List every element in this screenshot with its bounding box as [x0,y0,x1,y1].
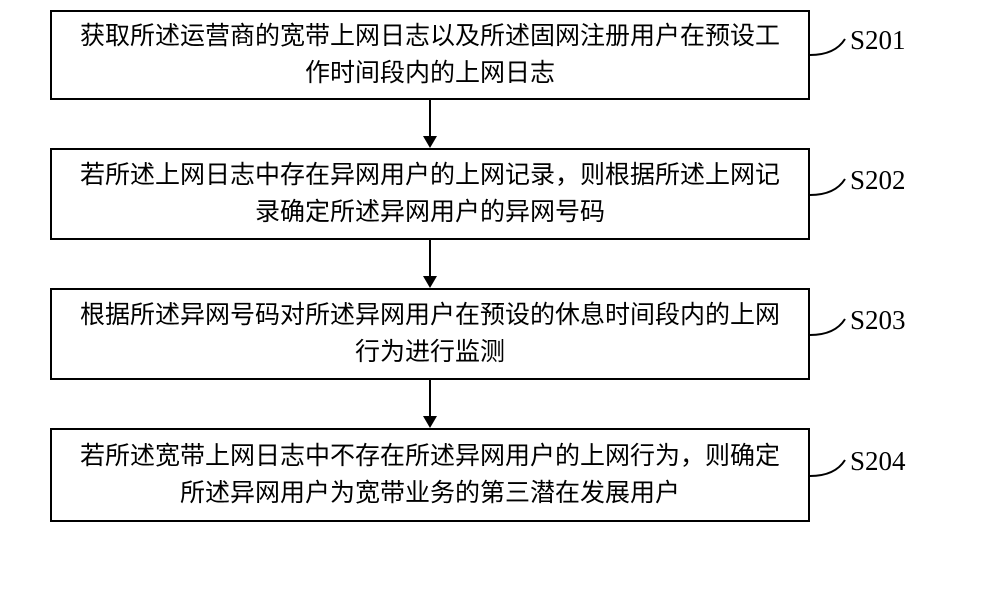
arrow-2 [50,240,810,288]
step-label-s204: S204 [850,446,906,477]
step-text-s203: 根据所述异网号码对所述异网用户在预设的休息时间段内的上网行为进行监测 [72,297,788,372]
arrow-1 [50,100,810,148]
step-box-s204: 若所述宽带上网日志中不存在所述异网用户的上网行为，则确定所述异网用户为宽带业务的… [50,428,810,522]
step-box-s203: 根据所述异网号码对所述异网用户在预设的休息时间段内的上网行为进行监测 [50,288,810,380]
step-text-s201: 获取所述运营商的宽带上网日志以及所述固网注册用户在预设工作时间段内的上网日志 [72,18,788,93]
step-text-s202: 若所述上网日志中存在异网用户的上网记录，则根据所述上网记录确定所述异网用户的异网… [72,157,788,232]
step-text-s204: 若所述宽带上网日志中不存在所述异网用户的上网行为，则确定所述异网用户为宽带业务的… [72,438,788,513]
step-label-s202: S202 [850,165,906,196]
step-box-s201: 获取所述运营商的宽带上网日志以及所述固网注册用户在预设工作时间段内的上网日志 [50,10,810,100]
arrow-3 [50,380,810,428]
step-label-s201: S201 [850,25,906,56]
step-box-s202: 若所述上网日志中存在异网用户的上网记录，则根据所述上网记录确定所述异网用户的异网… [50,148,810,240]
flowchart-container: 获取所述运营商的宽带上网日志以及所述固网注册用户在预设工作时间段内的上网日志 S… [50,10,950,522]
step-label-s203: S203 [850,305,906,336]
